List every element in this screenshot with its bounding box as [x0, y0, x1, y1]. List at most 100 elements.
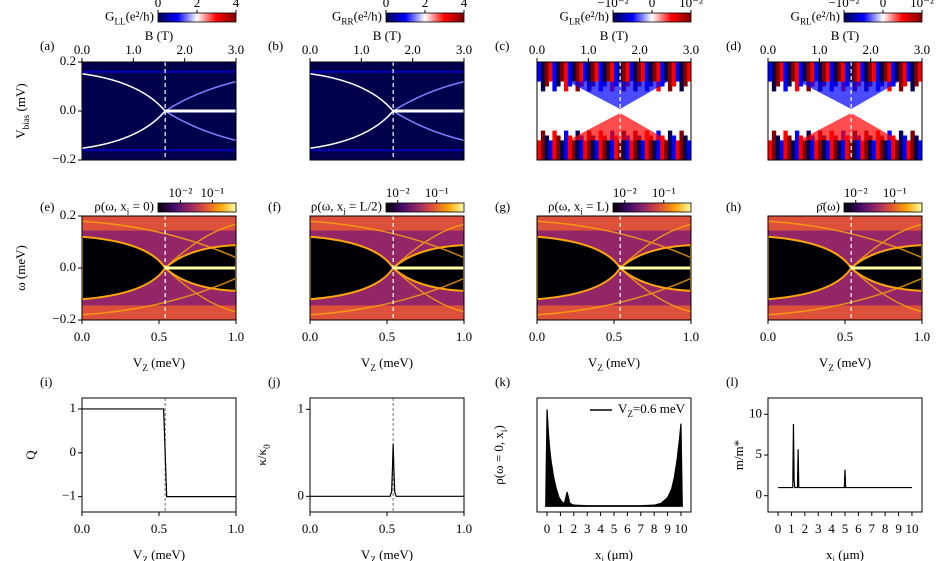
heatmap-texture	[868, 62, 873, 87]
x-tick-label: 0	[775, 521, 782, 536]
text-part: 0	[262, 444, 272, 449]
colorbar	[385, 202, 465, 213]
colorbar-label: GLR(e²/h)	[560, 8, 609, 26]
heatmap-texture	[906, 140, 911, 160]
text-part: V	[133, 547, 143, 561]
y-tick-label: 0	[756, 487, 763, 502]
x-tick-label: 6	[855, 521, 862, 536]
heatmap-texture	[910, 62, 915, 92]
x-tick-label: 10	[674, 521, 687, 536]
axes-frame	[767, 397, 923, 513]
heatmap-texture	[775, 135, 781, 160]
plot-area	[537, 216, 691, 320]
heatmap-texture	[833, 62, 838, 87]
text-part: Z	[142, 363, 148, 373]
heatmap-texture	[683, 135, 688, 160]
heatmap-texture	[579, 135, 584, 160]
x-tick-label: 1.0	[456, 521, 472, 536]
heatmap-texture	[902, 62, 908, 87]
top-tick-label: 0.0	[529, 42, 545, 57]
heatmap-texture	[910, 130, 915, 160]
panel-label: (e)	[40, 199, 54, 214]
heatmap-texture	[814, 140, 819, 160]
heatmap-texture	[829, 62, 834, 92]
y-axis-label: ω (meV)	[13, 245, 28, 291]
heatmap-texture	[871, 62, 877, 82]
x-axis-label: VZ (meV)	[819, 355, 871, 373]
plot-area	[310, 216, 464, 320]
top-tick-label: 2.0	[863, 42, 879, 57]
heatmap-texture	[660, 135, 665, 160]
colorbar	[385, 12, 465, 23]
colorbar-tick-label: 10⁻²	[613, 185, 637, 200]
heatmap-texture	[837, 140, 842, 160]
text-part: (meV)	[603, 355, 640, 370]
panel-label: (a)	[40, 38, 54, 53]
line	[82, 408, 236, 498]
x-tick-label: 4	[597, 521, 604, 536]
colorbar-tick-label: 10⁻²	[168, 185, 192, 200]
x-tick-label: 7	[638, 521, 645, 536]
x-axis-label: VZ (meV)	[133, 547, 185, 561]
x-tick-label: 9	[664, 521, 671, 536]
x-tick-label: 0	[544, 521, 551, 536]
top-tick-label: 1.0	[580, 42, 596, 57]
colorbar-label: ρ̄(ω)	[816, 198, 840, 213]
y-tick-label: −0.2	[52, 311, 76, 326]
text-part: (e²/h)	[581, 8, 609, 23]
plot-area	[310, 62, 464, 160]
heatmap-texture	[821, 135, 827, 160]
heatmap-texture	[783, 62, 788, 92]
heatmap-texture	[602, 135, 607, 160]
y-tick-label: 0	[298, 487, 305, 502]
colorbar-label: GRR(e²/h)	[332, 8, 382, 26]
x-axis-label: VZ (meV)	[361, 355, 413, 373]
heatmap-texture	[883, 140, 888, 160]
heatmap-texture	[563, 62, 569, 92]
heatmap-texture	[82, 216, 236, 231]
colorbar-label: ρ(ω, xi = L)	[548, 198, 609, 216]
heatmap-texture	[794, 130, 800, 160]
heatmap-texture	[875, 62, 881, 92]
heatmap-texture	[614, 62, 619, 87]
top-tick-label: 0.0	[760, 42, 776, 57]
colorbar	[157, 202, 237, 213]
heatmap-texture	[606, 140, 611, 160]
text-part: ρ(ω, x	[311, 198, 344, 213]
heatmap-texture	[587, 130, 592, 160]
heatmap-texture	[637, 135, 642, 160]
heatmap-texture	[652, 62, 657, 82]
heatmap-texture	[779, 140, 784, 160]
heatmap-texture	[82, 305, 236, 320]
heatmap-texture	[802, 140, 807, 160]
text-part: Z	[627, 409, 633, 419]
text-part: (μm)	[835, 547, 864, 561]
x-tick-label: 3	[584, 521, 591, 536]
axes-frame	[309, 397, 465, 513]
x-tick-label: 0.5	[606, 329, 622, 344]
heatmap-texture	[806, 130, 811, 160]
heatmap-texture	[583, 140, 588, 160]
text-part: G	[791, 8, 800, 23]
colorbar-tick-label: 10⁻¹	[425, 185, 449, 200]
top-tick-label: 1.0	[811, 42, 827, 57]
heatmap-texture	[914, 135, 919, 160]
text-part: =0.6 meV	[633, 401, 686, 416]
x-tick-label: 1	[788, 521, 795, 536]
colorbar-tick-label: 4	[461, 0, 468, 10]
heatmap-texture	[621, 62, 627, 92]
x-tick-label: 0.5	[379, 521, 395, 536]
y-tick-label: 10	[749, 405, 762, 420]
heatmap-texture	[629, 140, 634, 160]
heatmap-texture	[560, 140, 565, 160]
heatmap-texture	[614, 135, 619, 160]
heatmap-texture	[906, 62, 911, 82]
text-part: i	[499, 429, 509, 432]
x-axis-label: xi (μm)	[826, 547, 864, 561]
panel-label: (f)	[268, 199, 281, 214]
heatmap-texture	[918, 140, 922, 160]
text-part: (meV)	[376, 355, 413, 370]
plot-area	[768, 62, 922, 160]
heatmap-texture	[864, 62, 869, 92]
text-part: Z	[370, 555, 376, 561]
